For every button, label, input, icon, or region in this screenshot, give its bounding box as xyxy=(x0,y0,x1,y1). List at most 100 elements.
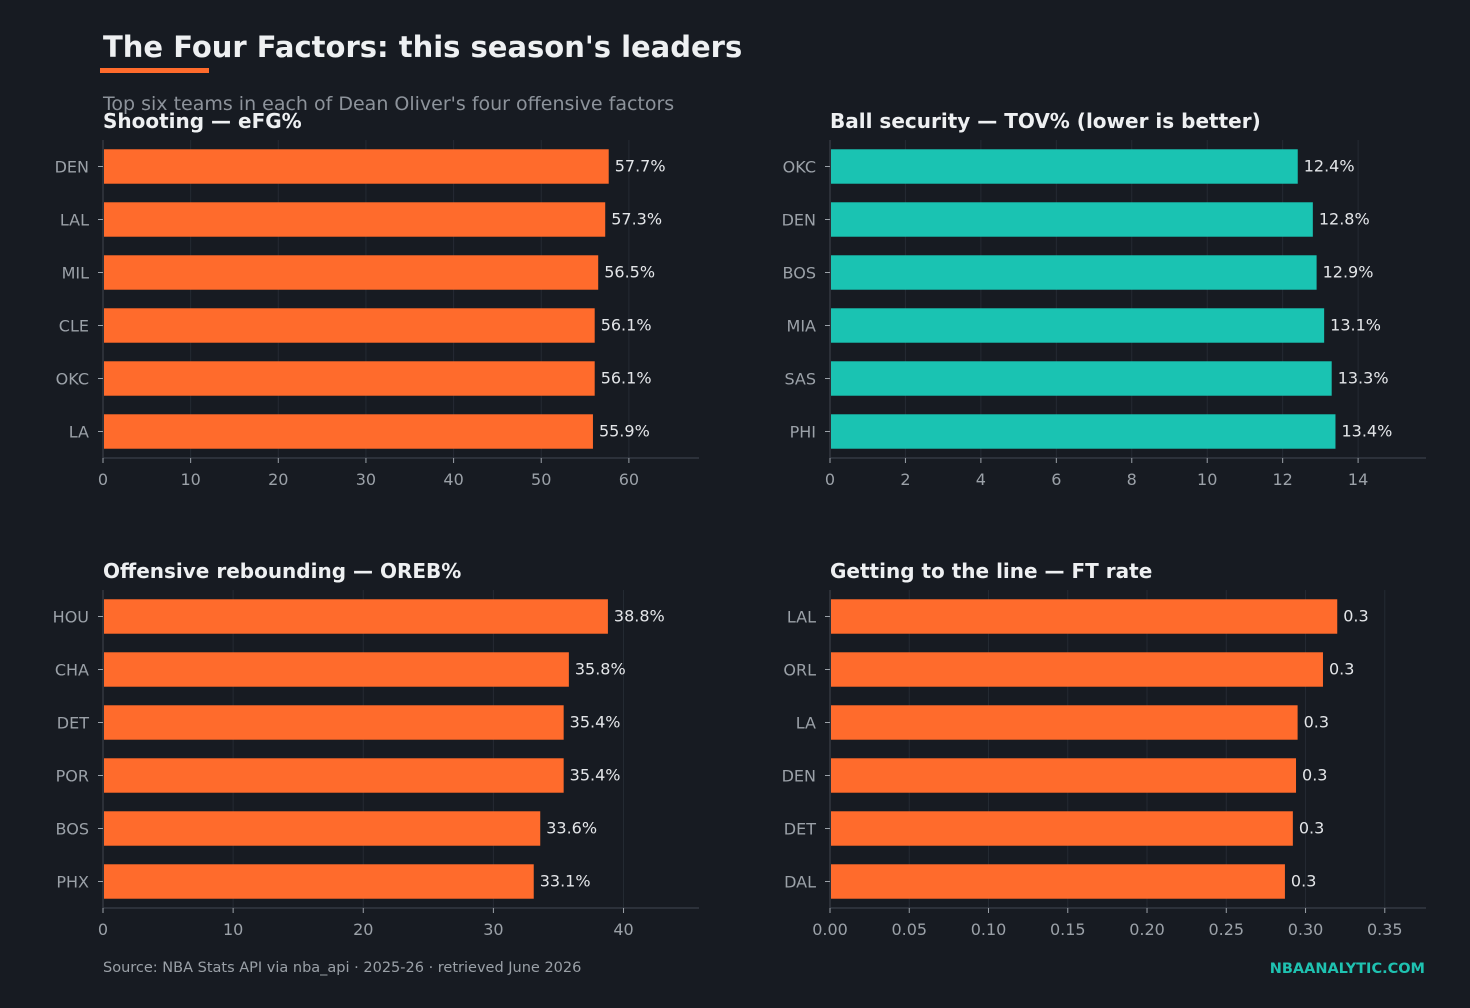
category-label: LA xyxy=(69,423,89,442)
x-tick-label: 10 xyxy=(180,470,200,489)
bar xyxy=(831,361,1332,396)
bar xyxy=(831,758,1297,793)
value-label: 35.4% xyxy=(570,713,621,732)
bar xyxy=(104,202,606,237)
value-label: 56.1% xyxy=(601,316,652,335)
x-tick-label: 0.10 xyxy=(971,920,1007,939)
x-tick-label: 30 xyxy=(483,920,503,939)
bar xyxy=(104,652,569,687)
value-label: 33.6% xyxy=(546,819,597,838)
value-label: 0.3 xyxy=(1299,819,1324,838)
category-label: LAL xyxy=(60,211,89,230)
x-tick-label: 0.25 xyxy=(1208,920,1244,939)
chart-panel-2: Ball security — TOV% (lower is better) OK… xyxy=(782,109,1426,489)
category-label: DEN xyxy=(55,158,89,177)
x-tick-label: 0.20 xyxy=(1129,920,1165,939)
bar xyxy=(831,414,1336,449)
value-label: 12.9% xyxy=(1323,263,1374,282)
brand-link[interactable]: NBAANALYTIC.COM xyxy=(1269,961,1425,977)
value-label: 35.4% xyxy=(570,766,621,785)
category-label: ORL xyxy=(783,661,816,680)
x-tick-label: 0 xyxy=(825,470,835,489)
x-tick-label: 0 xyxy=(98,470,108,489)
x-tick-label: 10 xyxy=(223,920,243,939)
value-label: 0.3 xyxy=(1302,766,1327,785)
category-label: CLE xyxy=(59,317,89,336)
category-label: BOS xyxy=(783,264,816,283)
value-label: 38.8% xyxy=(614,607,665,626)
category-label: OKC xyxy=(783,158,816,177)
chart-panel-3: Offensive rebounding — OREB% HOU 38.8% CHA 3… xyxy=(53,559,699,939)
bar xyxy=(104,149,609,184)
chart-title: Getting to the line — FT rate xyxy=(830,559,1152,583)
category-label: PHI xyxy=(790,423,816,442)
value-label: 0.3 xyxy=(1343,607,1368,626)
chart-panel-4: Getting to the line — FT rate LAL 0.3 ORL 0.… xyxy=(782,559,1426,939)
title-accent-bar xyxy=(100,68,209,73)
bar xyxy=(831,705,1298,740)
category-label: BOS xyxy=(56,820,89,839)
bar xyxy=(104,599,608,634)
value-label: 0.3 xyxy=(1329,660,1354,679)
category-label: MIA xyxy=(787,317,817,336)
category-label: HOU xyxy=(53,608,89,627)
bar xyxy=(831,255,1317,290)
category-label: LA xyxy=(796,714,816,733)
value-label: 55.9% xyxy=(599,422,650,441)
x-tick-label: 2 xyxy=(900,470,910,489)
x-tick-label: 20 xyxy=(353,920,373,939)
x-tick-label: 0.05 xyxy=(891,920,927,939)
x-tick-label: 12 xyxy=(1272,470,1292,489)
x-tick-label: 0.35 xyxy=(1367,920,1403,939)
chart-title: Offensive rebounding — OREB% xyxy=(103,559,461,583)
chart-title: Shooting — eFG% xyxy=(103,109,302,133)
bar xyxy=(831,149,1298,184)
value-label: 56.5% xyxy=(604,263,655,282)
x-tick-label: 0.00 xyxy=(812,920,848,939)
x-tick-label: 10 xyxy=(1197,470,1217,489)
x-tick-label: 60 xyxy=(619,470,639,489)
value-label: 13.3% xyxy=(1338,369,1389,388)
x-tick-label: 0.15 xyxy=(1050,920,1086,939)
x-tick-label: 0.30 xyxy=(1288,920,1324,939)
x-tick-label: 40 xyxy=(443,470,463,489)
bar xyxy=(831,864,1285,899)
x-tick-label: 8 xyxy=(1127,470,1137,489)
x-tick-label: 50 xyxy=(531,470,551,489)
bar xyxy=(104,864,534,899)
category-label: OKC xyxy=(56,370,89,389)
bar xyxy=(831,599,1338,634)
category-label: CHA xyxy=(55,661,89,680)
x-tick-label: 0 xyxy=(98,920,108,939)
category-label: POR xyxy=(56,767,89,786)
category-label: LAL xyxy=(787,608,816,627)
chart-panel-1: Shooting — eFG% DEN 57.7% LAL 57.3% MIL 56.5% C… xyxy=(55,109,699,489)
value-label: 12.4% xyxy=(1304,157,1355,176)
category-label: DAL xyxy=(784,873,816,892)
value-label: 13.1% xyxy=(1330,316,1381,335)
category-label: DET xyxy=(57,714,89,733)
x-tick-label: 30 xyxy=(356,470,376,489)
bar xyxy=(104,361,595,396)
bar xyxy=(104,811,541,846)
bar xyxy=(104,705,564,740)
source-note: Source: NBA Stats API via nba_api · 2025… xyxy=(103,960,582,976)
bar xyxy=(104,308,595,343)
category-label: DEN xyxy=(782,211,816,230)
main-title: The Four Factors: this season's leaders xyxy=(103,30,743,64)
value-label: 57.3% xyxy=(611,210,662,229)
bar xyxy=(831,308,1325,343)
category-label: MIL xyxy=(62,264,90,283)
bar xyxy=(104,758,564,793)
x-tick-label: 6 xyxy=(1051,470,1061,489)
category-label: DET xyxy=(784,820,816,839)
value-label: 35.8% xyxy=(575,660,626,679)
value-label: 0.3 xyxy=(1291,872,1316,891)
x-tick-label: 4 xyxy=(976,470,986,489)
chart-title: Ball security — TOV% (lower is better) xyxy=(830,109,1261,133)
value-label: 12.8% xyxy=(1319,210,1370,229)
category-label: PHX xyxy=(56,873,89,892)
x-tick-label: 20 xyxy=(268,470,288,489)
subtitle: Top six teams in each of Dean Oliver's f… xyxy=(103,93,675,115)
